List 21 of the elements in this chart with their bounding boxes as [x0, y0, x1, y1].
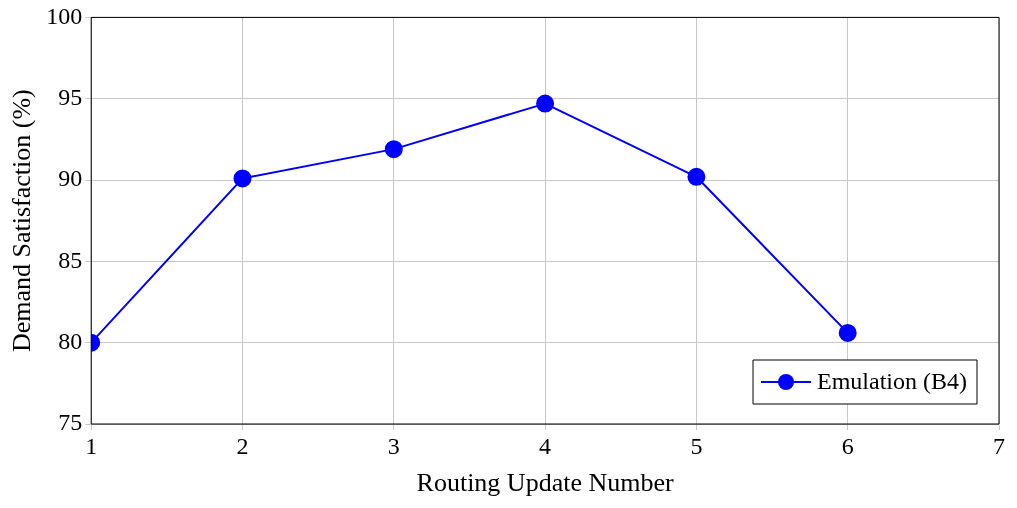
x-tick-label: 6 [841, 432, 854, 459]
y-tick-label: 95 [58, 84, 83, 111]
x-tick-label: 7 [993, 432, 1005, 459]
y-tick-label: 90 [58, 165, 83, 192]
point [687, 167, 706, 186]
point [233, 169, 252, 188]
x-tick-label: 5 [690, 432, 703, 459]
legend-label: Emulation (B4) [817, 368, 968, 395]
y-tick-label: 75 [58, 409, 83, 436]
x-tick-label: 2 [236, 432, 249, 459]
y-tick-label: 100 [46, 2, 83, 29]
x-tick-label: 3 [387, 432, 400, 459]
point [536, 94, 555, 113]
y-axis-title: Demand Satisfaction (%) [7, 89, 37, 353]
x-axis-title: Routing Update Number [416, 468, 674, 498]
y-tick-label: 85 [58, 246, 83, 273]
x-tick-label: 1 [85, 432, 98, 459]
point [838, 323, 857, 342]
y-tick-label: 80 [58, 327, 83, 354]
x-tick-label: 4 [539, 432, 552, 459]
point [384, 140, 403, 159]
